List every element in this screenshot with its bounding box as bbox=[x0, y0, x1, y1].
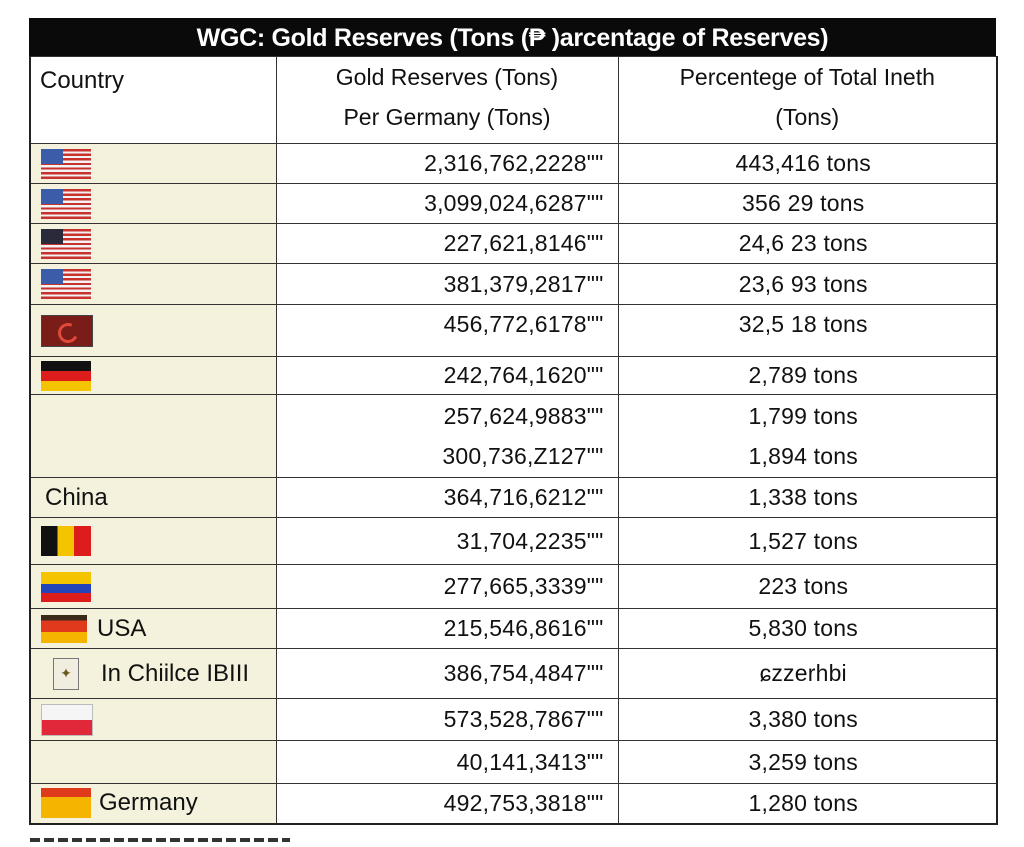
header-pct-line1: Percentege of Total Ineth bbox=[679, 64, 935, 90]
header-reserves: Gold Reserves (Tons) Per Germany (Tons) bbox=[275, 56, 619, 144]
country-label: China bbox=[45, 483, 108, 511]
table-row: 242,764,1620"" 2,789 tons bbox=[29, 356, 998, 395]
gold-reserves-table-wrap: WGC: Gold Reserves (Tons (₱ )arcentage o… bbox=[29, 18, 998, 825]
table-row: Germany 492,753,3818"" 1,280 tons bbox=[29, 783, 998, 824]
table-row: China 364,716,6212"" 1,338 tons bbox=[29, 477, 998, 518]
table-row: 381,379,2817"" 23,6 93 tons bbox=[29, 263, 998, 305]
turkey-flag-icon bbox=[41, 314, 93, 347]
table-row: 573,528,7867"" 3,380 tons bbox=[29, 698, 998, 741]
percentage-cell: 24,6 23 tons bbox=[617, 223, 998, 264]
reserve-cell: 573,528,7867"" bbox=[275, 698, 619, 741]
percentage-cell: 1,280 tons bbox=[617, 783, 998, 824]
seal-emblem-icon: ✦ bbox=[53, 657, 79, 690]
gold-reserves-table: Country Gold Reserves (Tons) Per Germany… bbox=[29, 56, 998, 825]
percentage-cell: 2,789 tons bbox=[617, 356, 998, 395]
reserve-cell: 257,624,9883"" 300,736,Z127"" bbox=[275, 394, 619, 478]
header-reserves-line1: Gold Reserves (Tons) bbox=[335, 64, 559, 90]
percentage-cell: 443,416 tons bbox=[617, 143, 998, 184]
country-cell: ✦ In Chiilce IBIII bbox=[29, 648, 277, 699]
table-row: 257,624,9883"" 300,736,Z127"" 1,799 tons… bbox=[29, 394, 998, 478]
us-flag-dark-icon bbox=[41, 228, 91, 259]
percentage-cell: 3,380 tons bbox=[617, 698, 998, 741]
country-cell bbox=[29, 143, 277, 184]
reserve-cell: 242,764,1620"" bbox=[275, 356, 619, 395]
table-title: WGC: Gold Reserves (Tons (₱ )arcentage o… bbox=[29, 18, 996, 56]
colombia-flag-icon bbox=[41, 571, 91, 602]
footer-divider bbox=[30, 838, 290, 842]
table-row: 2,316,762,2228"" 443,416 tons bbox=[29, 143, 998, 184]
reserve-cell: 215,546,8616"" bbox=[275, 608, 619, 649]
table-row: 3,099,024,6287"" 356 29 tons bbox=[29, 183, 998, 224]
percentage-cell: 356 29 tons bbox=[617, 183, 998, 224]
country-cell: China bbox=[29, 477, 277, 518]
table-row: 31,704,2235"" 1,527 tons bbox=[29, 517, 998, 565]
country-cell bbox=[29, 304, 277, 357]
reserve-cell: 40,141,3413"" bbox=[275, 740, 619, 784]
country-cell bbox=[29, 698, 277, 741]
reserve-cell: 277,665,3339"" bbox=[275, 564, 619, 609]
pct-value-b: 1,894 tons bbox=[748, 443, 858, 469]
header-row: Country Gold Reserves (Tons) Per Germany… bbox=[29, 56, 998, 144]
country-cell bbox=[29, 394, 277, 478]
country-cell bbox=[29, 740, 277, 784]
percentage-cell: 1,799 tons 1,894 tons bbox=[617, 394, 998, 478]
pct-value-a: 1,799 tons bbox=[748, 403, 858, 429]
reserve-cell: 364,716,6212"" bbox=[275, 477, 619, 518]
reserve-cell: 386,754,4847"" bbox=[275, 648, 619, 699]
reserve-cell: 492,753,3818"" bbox=[275, 783, 619, 824]
reserve-cell: 31,704,2235"" bbox=[275, 517, 619, 565]
header-percentage: Percentege of Total Ineth (Tons) bbox=[617, 56, 998, 144]
poland-flag-icon bbox=[41, 703, 93, 736]
belgium-flag-icon bbox=[41, 526, 91, 556]
us-flag-icon bbox=[41, 148, 91, 179]
header-reserves-line2: Per Germany (Tons) bbox=[343, 104, 551, 130]
table-row: 227,621,8146"" 24,6 23 tons bbox=[29, 223, 998, 264]
percentage-cell: ɕzzerhbi bbox=[617, 648, 998, 699]
country-cell bbox=[29, 183, 277, 224]
header-pct-line2: (Tons) bbox=[775, 104, 840, 130]
table-row: USA 215,546,8616"" 5,830 tons bbox=[29, 608, 998, 649]
percentage-cell: 3,259 tons bbox=[617, 740, 998, 784]
percentage-cell: 32,5 18 tons bbox=[617, 304, 998, 357]
reserve-cell: 227,621,8146"" bbox=[275, 223, 619, 264]
country-cell bbox=[29, 517, 277, 565]
country-cell bbox=[29, 356, 277, 395]
country-cell: USA bbox=[29, 608, 277, 649]
percentage-cell: 23,6 93 tons bbox=[617, 263, 998, 305]
table-row: ✦ In Chiilce IBIII 386,754,4847"" ɕzzerhb… bbox=[29, 648, 998, 699]
reserve-value-a: 257,624,9883"" bbox=[443, 403, 604, 429]
us-flag-icon bbox=[41, 269, 91, 299]
spain-flag-icon bbox=[41, 788, 91, 819]
reserve-cell: 381,379,2817"" bbox=[275, 263, 619, 305]
country-cell bbox=[29, 223, 277, 264]
country-label: Germany bbox=[99, 789, 198, 817]
germany-flag-icon bbox=[41, 360, 91, 391]
percentage-cell: 1,527 tons bbox=[617, 517, 998, 565]
reserve-cell: 2,316,762,2228"" bbox=[275, 143, 619, 184]
country-label: In Chiilce IBIII bbox=[101, 659, 250, 687]
reserve-value-b: 300,736,Z127"" bbox=[442, 443, 604, 469]
us-flag-icon bbox=[41, 188, 91, 219]
country-cell bbox=[29, 263, 277, 305]
country-cell: Germany bbox=[29, 783, 277, 824]
percentage-cell: 223 tons bbox=[617, 564, 998, 609]
country-cell bbox=[29, 564, 277, 609]
percentage-cell: 1,338 tons bbox=[617, 477, 998, 518]
table-row: 456,772,6178"" 32,5 18 tons bbox=[29, 304, 998, 357]
germany-flag-variant-icon bbox=[41, 614, 87, 643]
country-label: USA bbox=[97, 614, 147, 642]
reserve-cell: 3,099,024,6287"" bbox=[275, 183, 619, 224]
table-row: 277,665,3339"" 223 tons bbox=[29, 564, 998, 609]
reserve-cell: 456,772,6178"" bbox=[275, 304, 619, 357]
header-country: Country bbox=[29, 56, 277, 144]
table-row: 40,141,3413"" 3,259 tons bbox=[29, 740, 998, 784]
percentage-cell: 5,830 tons bbox=[617, 608, 998, 649]
